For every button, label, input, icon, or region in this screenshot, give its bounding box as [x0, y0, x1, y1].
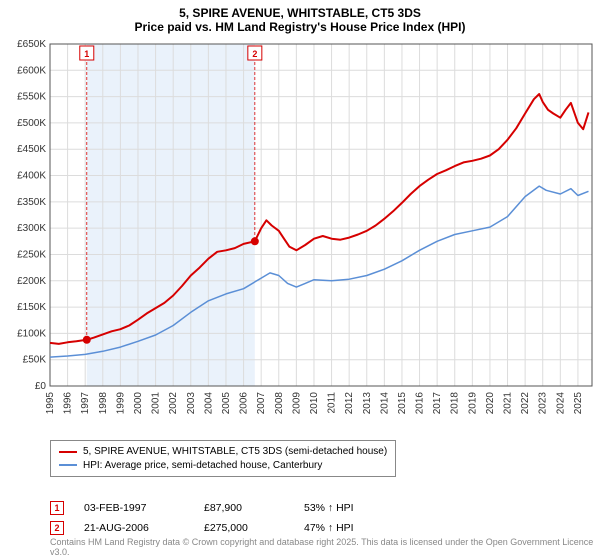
svg-text:2014: 2014: [379, 392, 390, 415]
svg-text:2004: 2004: [203, 392, 214, 415]
svg-text:2: 2: [252, 49, 257, 59]
svg-text:1998: 1998: [98, 392, 109, 415]
legend-item: HPI: Average price, semi-detached house,…: [59, 459, 387, 473]
svg-text:2025: 2025: [573, 392, 584, 415]
svg-text:£350K: £350K: [17, 197, 46, 208]
legend-swatch: [59, 451, 77, 453]
svg-text:2022: 2022: [520, 392, 531, 415]
svg-text:£500K: £500K: [17, 118, 46, 129]
svg-text:£250K: £250K: [17, 249, 46, 260]
title-line-2: Price paid vs. HM Land Registry's House …: [0, 20, 600, 34]
svg-text:2021: 2021: [503, 392, 514, 415]
svg-text:2010: 2010: [309, 392, 320, 415]
svg-text:£50K: £50K: [23, 355, 47, 366]
svg-text:2001: 2001: [151, 392, 162, 415]
svg-text:1: 1: [84, 49, 89, 59]
svg-text:2017: 2017: [432, 392, 443, 415]
svg-text:£300K: £300K: [17, 223, 46, 234]
sale-date: 21-AUG-2006: [84, 522, 184, 534]
sale-row: 2 21-AUG-2006 £275,000 47% ↑ HPI: [50, 518, 394, 538]
svg-text:2016: 2016: [415, 392, 426, 415]
svg-text:2024: 2024: [555, 392, 566, 415]
svg-text:£100K: £100K: [17, 328, 46, 339]
legend-label: 5, SPIRE AVENUE, WHITSTABLE, CT5 3DS (se…: [83, 445, 387, 459]
sale-marker-box: 2: [50, 521, 64, 535]
legend: 5, SPIRE AVENUE, WHITSTABLE, CT5 3DS (se…: [50, 440, 396, 477]
svg-text:2005: 2005: [221, 392, 232, 415]
svg-text:2020: 2020: [485, 392, 496, 415]
svg-text:2002: 2002: [168, 392, 179, 415]
svg-text:2023: 2023: [538, 392, 549, 415]
sale-pct: 53% ↑ HPI: [304, 502, 394, 514]
line-chart: £0 £50K £100K £150K £200K £250K £300K £350K £400…: [0, 38, 600, 430]
svg-text:£650K: £650K: [17, 39, 46, 50]
svg-text:2003: 2003: [186, 392, 197, 415]
sales-table: 1 03-FEB-1997 £87,900 53% ↑ HPI 2 21-AUG-2006…: [50, 498, 394, 538]
sale-date: 03-FEB-1997: [84, 502, 184, 514]
svg-text:£0: £0: [35, 381, 47, 392]
sale-row: 1 03-FEB-1997 £87,900 53% ↑ HPI: [50, 498, 394, 518]
svg-text:2015: 2015: [397, 392, 408, 415]
svg-text:2012: 2012: [344, 392, 355, 415]
sale-marker-box: 1: [50, 501, 64, 515]
svg-text:2006: 2006: [239, 392, 250, 415]
svg-text:£550K: £550K: [17, 92, 46, 103]
legend-swatch: [59, 464, 77, 466]
svg-text:£150K: £150K: [17, 302, 46, 313]
svg-text:1999: 1999: [115, 392, 126, 415]
svg-text:1997: 1997: [80, 392, 91, 415]
svg-text:£400K: £400K: [17, 171, 46, 182]
svg-text:2008: 2008: [274, 392, 285, 415]
svg-text:2007: 2007: [256, 392, 267, 415]
svg-text:2009: 2009: [291, 392, 302, 415]
sale-price: £87,900: [204, 502, 284, 514]
svg-text:2013: 2013: [362, 392, 373, 415]
title-line-1: 5, SPIRE AVENUE, WHITSTABLE, CT5 3DS: [0, 6, 600, 20]
svg-text:2011: 2011: [327, 392, 338, 414]
footer-attribution: Contains HM Land Registry data © Crown c…: [50, 538, 600, 558]
chart-area: £0 £50K £100K £150K £200K £250K £300K £350K £400…: [0, 38, 600, 430]
sale-price: £275,000: [204, 522, 284, 534]
svg-text:2019: 2019: [467, 392, 478, 415]
sale-pct: 47% ↑ HPI: [304, 522, 394, 534]
legend-label: HPI: Average price, semi-detached house,…: [83, 459, 322, 473]
svg-text:1995: 1995: [45, 392, 56, 415]
svg-text:1996: 1996: [63, 392, 74, 415]
svg-text:£600K: £600K: [17, 65, 46, 76]
chart-title: 5, SPIRE AVENUE, WHITSTABLE, CT5 3DS Pri…: [0, 0, 600, 36]
legend-item: 5, SPIRE AVENUE, WHITSTABLE, CT5 3DS (se…: [59, 445, 387, 459]
svg-text:2018: 2018: [450, 392, 461, 415]
svg-text:2000: 2000: [133, 392, 144, 415]
svg-text:£200K: £200K: [17, 276, 46, 287]
svg-text:£450K: £450K: [17, 144, 46, 155]
